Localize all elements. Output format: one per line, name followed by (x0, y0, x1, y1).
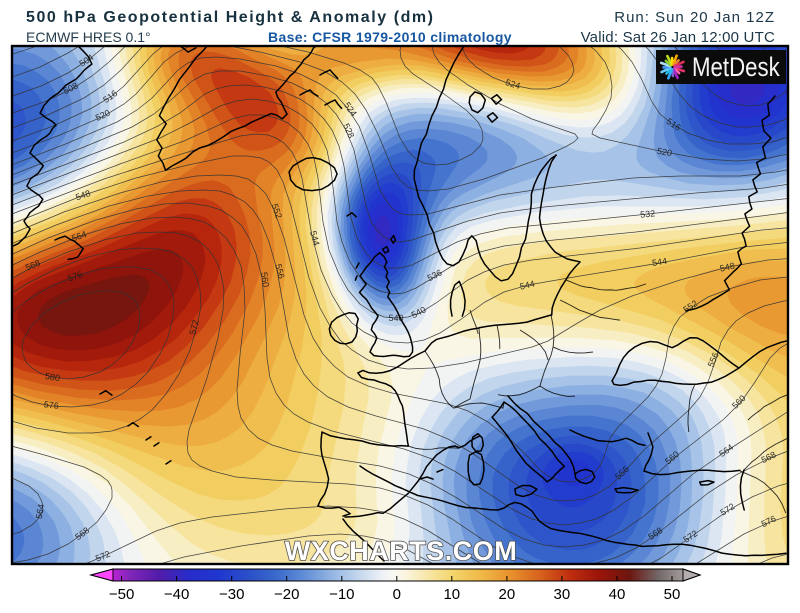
svg-text:548: 548 (719, 261, 736, 274)
svg-text:40: 40 (609, 586, 626, 603)
svg-text:560: 560 (259, 271, 271, 287)
svg-text:556: 556 (273, 263, 286, 280)
svg-text:540: 540 (388, 313, 403, 323)
svg-text:548: 548 (74, 188, 91, 202)
svg-text:−20: −20 (274, 586, 299, 603)
svg-text:30: 30 (554, 586, 571, 603)
svg-text:564: 564 (70, 229, 87, 243)
svg-text:MetDesk: MetDesk (692, 53, 781, 82)
svg-text:−10: −10 (329, 586, 354, 603)
svg-text:572: 572 (187, 319, 200, 336)
svg-text:576: 576 (66, 269, 83, 283)
svg-text:−40: −40 (164, 586, 189, 603)
svg-text:576: 576 (43, 399, 59, 411)
svg-text:WXCHARTS.COM: WXCHARTS.COM (285, 536, 517, 566)
svg-text:10: 10 (443, 586, 460, 603)
svg-text:−30: −30 (219, 586, 244, 603)
svg-text:544: 544 (519, 279, 536, 292)
svg-text:0: 0 (393, 586, 401, 603)
svg-text:524: 524 (504, 77, 521, 91)
svg-text:532: 532 (640, 208, 656, 220)
svg-text:50: 50 (664, 586, 681, 603)
svg-text:552: 552 (270, 202, 284, 219)
svg-text:544: 544 (308, 230, 322, 247)
svg-text:20: 20 (499, 586, 516, 603)
svg-text:564: 564 (34, 503, 47, 520)
svg-text:520: 520 (656, 146, 673, 158)
svg-text:544: 544 (651, 256, 667, 268)
svg-text:−50: −50 (109, 586, 134, 603)
svg-text:580: 580 (44, 371, 61, 383)
